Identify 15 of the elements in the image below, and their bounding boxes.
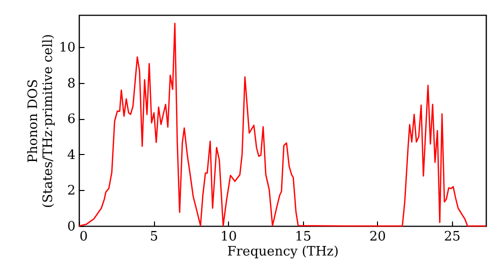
x-tick-label: 15 [294,230,312,244]
line-series [78,22,487,227]
y-tick-label: 2 [67,184,76,199]
x-tick-label: 20 [369,230,386,244]
y-tick-label: 6 [67,112,76,128]
y-tick-label: 4 [67,148,76,163]
x-tick-label: 10 [220,230,237,244]
x-tick-label: 25 [444,230,460,244]
y-axis-title: Phonon DOS (States/THz·primitive cell) [26,34,56,208]
x-tick-label: 5 [150,230,158,244]
x-tick-label: 0 [80,230,88,244]
y-tick-label: 0 [67,220,76,234]
y-tick-label: 10 [58,40,76,56]
x-axis-title: Frequency (THz) [227,244,339,260]
y-tick-label: 8 [67,76,76,92]
